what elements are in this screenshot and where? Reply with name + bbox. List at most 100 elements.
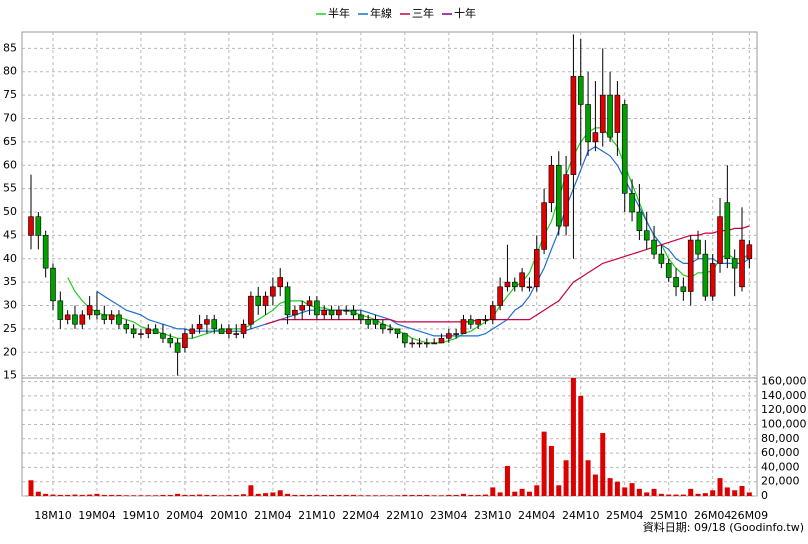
candle-body xyxy=(284,286,291,316)
volume-bar xyxy=(592,474,598,496)
volume-bar xyxy=(629,483,635,496)
volume-bar xyxy=(79,494,85,496)
candle-body xyxy=(343,309,349,312)
candle-body xyxy=(358,314,364,320)
candle-body xyxy=(138,333,144,335)
volume-bar xyxy=(402,494,408,496)
candle-body xyxy=(262,295,269,306)
volume-bar xyxy=(94,493,100,496)
candle-body xyxy=(130,328,137,334)
volume-bar xyxy=(453,494,459,496)
candle-body xyxy=(585,104,591,143)
candle-body xyxy=(695,239,701,255)
volume-bar xyxy=(241,494,247,496)
volume-bar xyxy=(724,487,730,496)
volume-bar xyxy=(512,491,518,496)
candle-body xyxy=(563,174,569,227)
volume-bar xyxy=(182,494,188,496)
legend-label: 十年 xyxy=(454,6,476,20)
legend-label: 三年 xyxy=(412,6,434,20)
candle-body xyxy=(687,239,694,292)
candle-body xyxy=(665,263,672,278)
candle-body xyxy=(409,342,415,345)
x-tick-label: 26M09 xyxy=(731,509,769,522)
candle-body xyxy=(746,244,753,260)
candle-body xyxy=(79,314,86,325)
candle-body xyxy=(50,267,56,302)
volume-bar xyxy=(233,494,239,496)
candle-body xyxy=(599,94,606,133)
candle-body xyxy=(292,309,298,316)
volume-bar xyxy=(497,492,503,496)
volume-bar xyxy=(688,488,694,496)
candle-body xyxy=(86,305,93,316)
candle-body xyxy=(519,272,525,288)
volume-bar xyxy=(226,494,232,496)
candle-body xyxy=(167,337,174,344)
y2-tick-label: 160,000 xyxy=(761,375,807,388)
y2-tick-label: 100,000 xyxy=(761,417,807,430)
volume-bar xyxy=(248,485,254,496)
volume-bar xyxy=(680,494,686,496)
candle-body xyxy=(658,253,665,264)
volume-bar xyxy=(446,494,452,496)
volume-bar xyxy=(365,495,371,496)
volume-bar xyxy=(197,494,203,496)
candle-body xyxy=(116,314,122,325)
candle-body xyxy=(424,342,430,345)
candle-body xyxy=(482,319,489,321)
volume-bar xyxy=(343,494,349,496)
candle-body xyxy=(64,314,71,320)
volume-bar xyxy=(204,494,210,496)
candle-body xyxy=(673,277,679,288)
volume-bar xyxy=(160,494,166,496)
volume-bar xyxy=(490,487,496,496)
candle-body xyxy=(387,328,393,331)
candle-body xyxy=(621,104,628,194)
volume-bar xyxy=(285,493,291,496)
candle-body xyxy=(643,230,650,241)
x-tick-label: 20M04 xyxy=(166,509,204,522)
candle-body xyxy=(592,132,599,143)
volume-bar xyxy=(636,488,642,496)
candle-body xyxy=(702,253,709,297)
volume-bar xyxy=(431,495,437,496)
x-tick-label: 23M04 xyxy=(430,509,468,522)
candle-body xyxy=(614,94,621,133)
y2-tick-label: 40,000 xyxy=(761,460,800,473)
volume-bar xyxy=(314,494,320,496)
y-tick-label: 35 xyxy=(3,275,17,288)
volume-bar xyxy=(622,487,628,496)
volume-bar xyxy=(416,494,422,496)
volume-bar xyxy=(644,492,650,496)
volume-bar xyxy=(614,481,620,496)
x-tick-label: 24M10 xyxy=(562,509,600,522)
volume-bar xyxy=(123,495,129,496)
x-tick-label: 25M10 xyxy=(650,509,688,522)
volume-bar xyxy=(358,495,364,496)
candle-body xyxy=(42,235,49,269)
candle-body xyxy=(709,263,716,297)
candle-body xyxy=(372,319,379,325)
candle-body xyxy=(504,281,511,288)
candle-body xyxy=(402,333,408,344)
y-tick-label: 85 xyxy=(3,41,17,54)
volume-bar xyxy=(482,494,488,496)
candle-body xyxy=(555,164,562,227)
x-tick-label: 19M10 xyxy=(122,509,160,522)
volume-bar xyxy=(255,493,261,496)
candle-body xyxy=(497,286,503,306)
candle-body xyxy=(717,216,723,264)
y2-tick-label: 60,000 xyxy=(761,446,800,459)
candle-body xyxy=(233,333,240,335)
volume-bar xyxy=(468,494,474,496)
volume-bar xyxy=(739,485,745,496)
candle-body xyxy=(511,281,518,288)
x-tick-label: 22M04 xyxy=(342,509,380,522)
candle-body xyxy=(541,202,547,250)
x-tick-label: 22M10 xyxy=(386,509,424,522)
y-tick-label: 25 xyxy=(3,322,17,335)
candle-body xyxy=(299,305,306,311)
volume-bar xyxy=(504,465,510,496)
y-tick-label: 70 xyxy=(3,112,17,125)
